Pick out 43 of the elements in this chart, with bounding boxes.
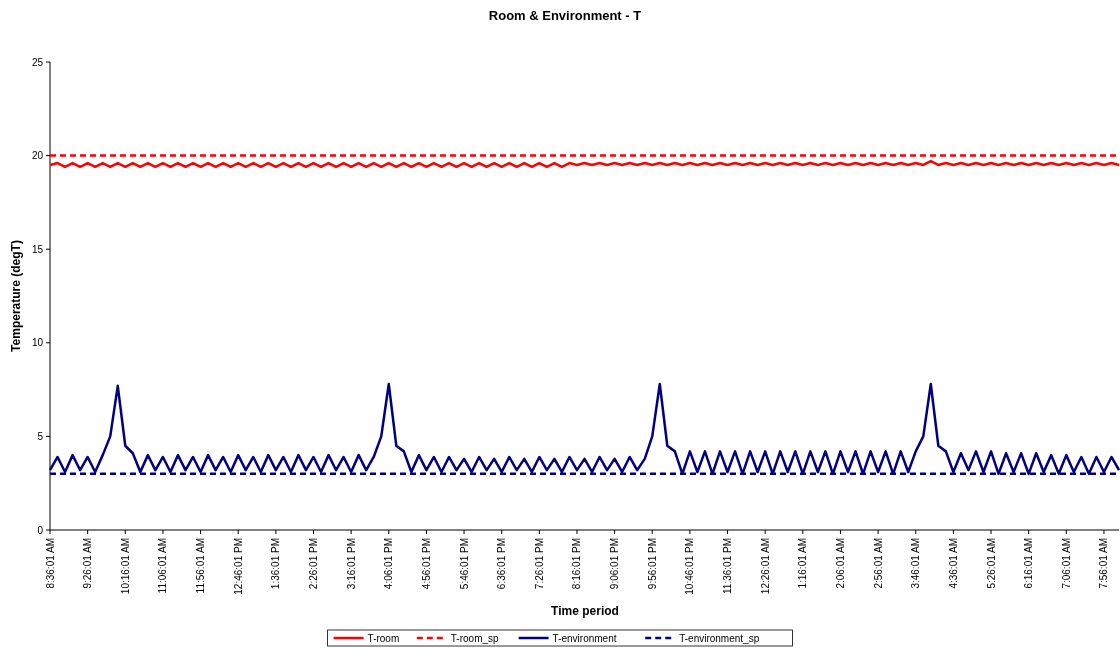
legend-label: T-environment_sp [679, 632, 760, 644]
x-tick-label: 7:26:01 PM [533, 538, 545, 590]
legend-label: T-room_sp [450, 632, 500, 644]
x-tick-label: 12:46:01 PM [232, 538, 244, 595]
x-tick-label: 2:56:01 AM [872, 538, 884, 589]
line-series [48, 382, 1120, 476]
x-tick-label: 1:16:01 AM [797, 538, 809, 589]
x-tick-label: 11:06:01 AM [157, 538, 169, 594]
x-tick-label: 10:16:01 AM [119, 538, 131, 595]
y-tick-label: 20 [31, 150, 44, 162]
x-tick-label: 9:26:01 AM [82, 538, 94, 589]
y-tick-label: 0 [37, 524, 44, 536]
x-tick-label: 6:36:01 PM [496, 538, 508, 590]
x-tick-label: 7:56:01 AM [1098, 538, 1110, 589]
x-tick-label: 7:06:01 AM [1060, 538, 1072, 589]
y-tick-label: 15 [31, 243, 44, 255]
x-tick-label: 5:46:01 PM [458, 538, 470, 590]
x-tick-label: 3:46:01 AM [910, 538, 922, 589]
x-axis-title: Time period [551, 604, 619, 618]
x-tick-label: 2:26:01 PM [307, 538, 319, 590]
legend-label: T-room [367, 632, 400, 644]
y-tick-label: 10 [31, 337, 44, 349]
x-tick-label: 11:56:01 AM [195, 538, 207, 594]
x-tick-label: 1:36:01 PM [270, 538, 282, 590]
x-tick-label: 9:56:01 PM [646, 538, 658, 590]
y-axis-title: Temperature (degT) [9, 240, 23, 352]
x-tick-label: 11:36:01 PM [722, 538, 734, 594]
x-tick-label: 4:56:01 PM [420, 538, 432, 590]
x-tick-label: 4:36:01 AM [947, 538, 959, 589]
x-tick-label: 12:26:01 AM [759, 538, 771, 595]
x-tick-label: 6:16:01 AM [1023, 538, 1035, 589]
x-tick-label: 9:06:01 PM [609, 538, 621, 590]
y-tick-label: 5 [37, 430, 44, 442]
x-tick-label: 2:06:01 AM [834, 538, 846, 589]
x-tick-label: 8:36:01 AM [44, 538, 56, 589]
x-tick-label: 4:06:01 PM [383, 538, 395, 590]
x-tick-label: 3:16:01 PM [345, 538, 357, 590]
x-tick-label: 10:46:01 PM [684, 538, 696, 595]
chart-title: Room & Environment - T [488, 8, 642, 23]
x-tick-label: 5:26:01 AM [985, 538, 997, 589]
x-tick-label: 8:16:01 PM [571, 538, 583, 590]
legend-label: T-environment [552, 632, 617, 644]
y-tick-label: 25 [31, 56, 44, 68]
